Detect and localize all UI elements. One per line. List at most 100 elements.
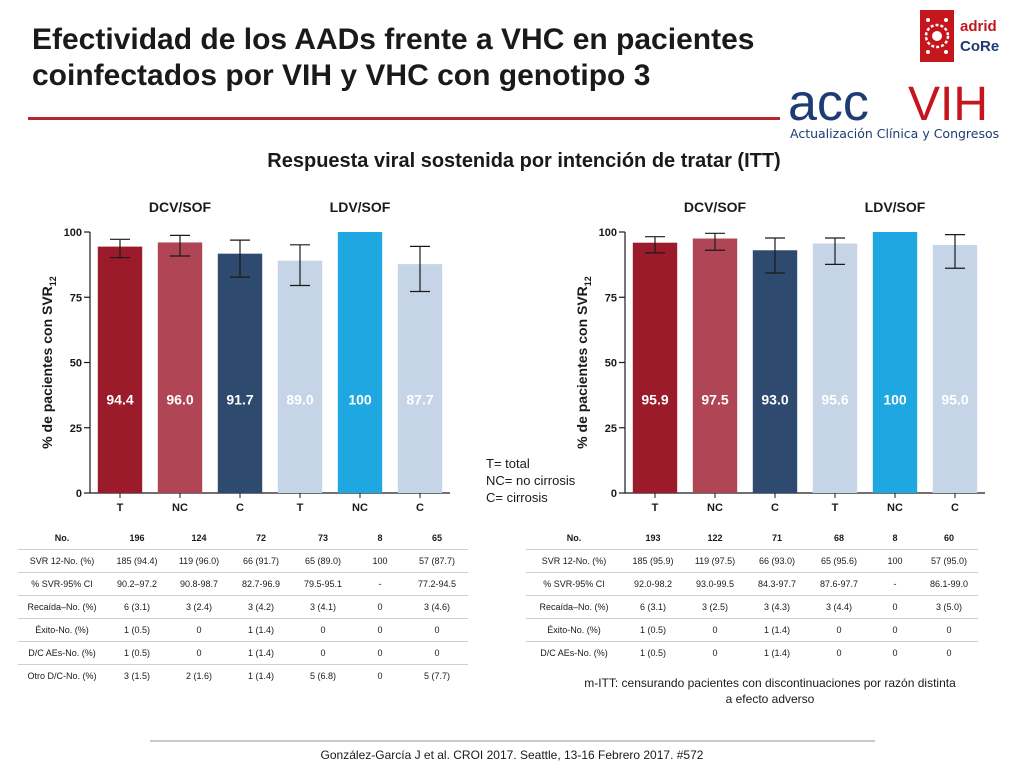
table-cell: 1 (1.4) <box>247 671 274 681</box>
table-cell: 185 (95.9) <box>632 556 674 566</box>
slide-title: Efectividad de los AADs frente a VHC en … <box>32 22 772 94</box>
x-tick-label: C <box>771 502 779 514</box>
y-axis-label: % de pacientes con SVR12 <box>39 276 58 449</box>
bar <box>217 253 263 493</box>
bar <box>337 232 383 493</box>
table-cell: 1 (1.4) <box>247 648 274 658</box>
group-label: LDV/SOF <box>330 199 391 215</box>
bar-value-label: 91.7 <box>226 391 253 407</box>
table-cell: 0 <box>320 625 326 635</box>
table-cell: - <box>378 579 382 589</box>
y-tick-label: 25 <box>605 423 617 435</box>
group-label: DCV/SOF <box>684 199 747 215</box>
bar-value-label: 100 <box>348 391 372 407</box>
chart-mitt: 0 25 50 75 100 % de pacientes con SVR12 DCV/SO… <box>565 190 1005 520</box>
bar <box>397 264 443 493</box>
table-cell: 6 (3.1) <box>123 602 150 612</box>
row-label: SVR 12-No. (%) <box>541 556 607 566</box>
table-cell: 1 (0.5) <box>639 625 666 635</box>
row-label: Recaída–No. (%) <box>27 602 97 612</box>
table-cell: 79.5-95.1 <box>303 579 343 589</box>
group-label: LDV/SOF <box>865 199 926 215</box>
table-cell: 3 (4.6) <box>423 602 450 612</box>
bar-value-label: 94.4 <box>106 391 133 407</box>
itt-data-table: No. 196 124 72 73 8 65 SVR 12-No. (%) 185 (94.4)… <box>18 527 468 687</box>
y-tick-label: 0 <box>76 488 82 500</box>
table-cell: 0 <box>434 648 440 658</box>
legend-cirrosis: C= cirrosis <box>486 490 548 505</box>
table-cell: 66 (93.0) <box>758 556 796 566</box>
row-label: No. <box>54 533 70 543</box>
table-cell: 0 <box>892 648 898 658</box>
y-tick-label: 50 <box>605 358 617 370</box>
table-cell: 65 (89.0) <box>304 556 342 566</box>
x-tick-label: T <box>117 502 124 514</box>
table-cell: 0 <box>196 625 202 635</box>
bar-value-label: 87.7 <box>406 391 433 407</box>
table-cell: 92.0-98.2 <box>633 579 673 589</box>
vih-logo-text: VIH <box>908 78 988 131</box>
y-axis-label-subscript: 12 <box>48 276 58 286</box>
bar-value-label: 89.0 <box>286 391 313 407</box>
x-tick-label: T <box>832 502 839 514</box>
table-cell: - <box>893 579 897 589</box>
table-cell: 0 <box>836 648 842 658</box>
bar <box>872 232 918 493</box>
table-cell: 0 <box>320 648 326 658</box>
row-label: Recaída–No. (%) <box>539 602 609 612</box>
slide-title-line-1: Efectividad de los AADs frente a VHC en … <box>32 23 755 56</box>
mitt-note: m-ITT: censurando pacientes con disconti… <box>584 676 956 706</box>
y-tick-label: 100 <box>599 227 617 239</box>
table-row: SVR 12-No. (%) 185 (95.9) 119 (97.5) 66 (93… <box>526 550 978 573</box>
chart-mitt-svg: 0 25 50 75 100 % de pacientes con SVR12 DCV/SO… <box>574 199 985 514</box>
x-tick-label: C <box>416 502 424 514</box>
footer-divider <box>150 740 875 742</box>
table-cell: 0 <box>377 625 383 635</box>
table-cell: 0 <box>712 625 718 635</box>
table-cell: 3 (4.2) <box>247 602 274 612</box>
table-cell: 65 (95.6) <box>820 556 858 566</box>
table-cell: 1 (0.5) <box>639 648 666 658</box>
madrid-logo-text-1: adrid <box>960 18 997 35</box>
table-cell: 68 <box>833 533 844 543</box>
x-tick-label: C <box>236 502 244 514</box>
bar <box>277 260 323 493</box>
table-cell: 119 (96.0) <box>178 556 220 566</box>
table-cell: 5 (6.8) <box>309 671 336 681</box>
bar-value-label: 93.0 <box>761 391 788 407</box>
table-cell: 5 (7.7) <box>423 671 450 681</box>
mitt-data-table: No. 193 122 71 68 8 60 SVR 12-No. (%) 185 (95.9)… <box>526 527 978 664</box>
table-cell: 73 <box>317 533 328 543</box>
table-cell: 65 <box>431 533 442 543</box>
table-cell: 196 <box>129 533 145 543</box>
table-cell: 119 (97.5) <box>694 556 736 566</box>
table-cell: 93.0-99.5 <box>695 579 735 589</box>
table-cell: 3 (4.4) <box>825 602 852 612</box>
table-cell: 90.8-98.7 <box>179 579 219 589</box>
table-cell: 0 <box>836 625 842 635</box>
table-row: Recaída–No. (%) 6 (3.1) 3 (2.5) 3 (4.3) 3 (4… <box>526 596 978 619</box>
table-cell: 122 <box>707 533 723 543</box>
chart-itt-svg: 0 25 50 75 100 % de pacientes con SVR12 DCV/SO… <box>39 199 450 514</box>
row-label: % SVR-95% CI <box>31 579 93 589</box>
x-tick-label: NC <box>172 502 188 514</box>
table-cell: 0 <box>712 648 718 658</box>
table-cell: 0 <box>892 625 898 635</box>
legend-no-cirrosis: NC= no cirrosis <box>486 473 576 488</box>
table-row: Recaída–No. (%) 6 (3.1) 3 (2.4) 3 (4.2) 3 (4… <box>18 596 468 619</box>
table-cell: 0 <box>434 625 440 635</box>
table-cell: 57 (87.7) <box>418 556 456 566</box>
bar-value-label: 96.0 <box>166 391 193 407</box>
y-axis-label: % de pacientes con SVR12 <box>574 276 593 449</box>
table-cell: 0 <box>377 671 383 681</box>
table-cell: 1 (1.4) <box>763 648 790 658</box>
table-cell: 0 <box>196 648 202 658</box>
table-cell: 87.6-97.7 <box>819 579 859 589</box>
acc-vih-logo: acc VIH Actualización Clínica y Congreso… <box>788 76 999 141</box>
acc-logo-text: acc <box>788 76 869 132</box>
bar-value-label: 95.6 <box>821 391 848 407</box>
table-cell: 100 <box>372 556 388 566</box>
row-label: No. <box>566 533 582 543</box>
chart-subtitle: Respuesta viral sostenida por intención … <box>267 150 781 172</box>
table-row: Éxito-No. (%) 1 (0.5) 0 1 (1.4) 0 0 0 <box>526 619 978 642</box>
